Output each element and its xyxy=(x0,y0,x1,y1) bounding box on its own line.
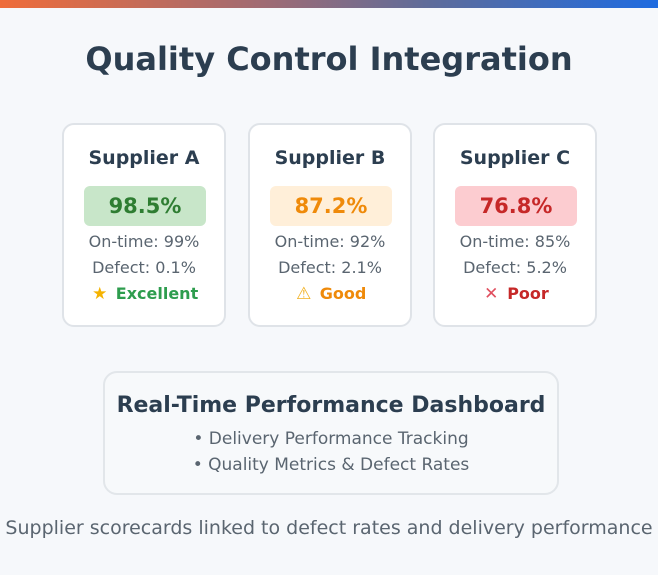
supplier-name: Supplier B xyxy=(274,147,386,169)
rating-label: ⚠ Good xyxy=(250,284,410,304)
warning-icon: ⚠ xyxy=(296,284,312,304)
supplier-cards: Supplier A 98.5% On-time: 99% Defect: 0.… xyxy=(62,123,600,331)
footer-caption: Supplier scorecards linked to defect rat… xyxy=(5,517,653,539)
rating-text: Excellent xyxy=(115,284,199,303)
supplier-name: Supplier A xyxy=(88,147,200,169)
on-time-metric: On-time: 92% xyxy=(274,232,386,251)
supplier-name: Supplier C xyxy=(459,147,571,169)
performance-dashboard-panel[interactable]: Real-Time Performance Dashboard • Delive… xyxy=(103,371,559,495)
cross-icon: ✕ xyxy=(484,284,499,304)
rating-label: ★ Excellent xyxy=(64,284,224,304)
defect-metric: Defect: 0.1% xyxy=(92,258,196,277)
on-time-metric: On-time: 99% xyxy=(88,232,200,251)
quality-score-badge: 76.8% xyxy=(455,186,577,226)
top-accent-bar xyxy=(0,0,658,8)
dashboard-title: Real-Time Performance Dashboard xyxy=(116,393,546,418)
supplier-card-a[interactable]: Supplier A 98.5% On-time: 99% Defect: 0.… xyxy=(62,123,226,327)
quality-score-badge: 98.5% xyxy=(84,186,206,226)
rating-label: ✕ Poor xyxy=(435,284,595,304)
on-time-metric: On-time: 85% xyxy=(459,232,571,251)
rating-text: Poor xyxy=(507,284,549,303)
dashboard-item: • Delivery Performance Tracking xyxy=(193,429,469,449)
supplier-card-b[interactable]: Supplier B 87.2% On-time: 92% Defect: 2.… xyxy=(248,123,412,327)
star-icon: ★ xyxy=(92,284,108,304)
rating-text: Good xyxy=(319,284,367,303)
defect-metric: Defect: 5.2% xyxy=(463,258,567,277)
dashboard-item: • Quality Metrics & Defect Rates xyxy=(192,455,470,475)
defect-metric: Defect: 2.1% xyxy=(278,258,382,277)
page-title: Quality Control Integration xyxy=(85,40,573,78)
supplier-card-c[interactable]: Supplier C 76.8% On-time: 85% Defect: 5.… xyxy=(433,123,597,327)
quality-score-badge: 87.2% xyxy=(270,186,392,226)
